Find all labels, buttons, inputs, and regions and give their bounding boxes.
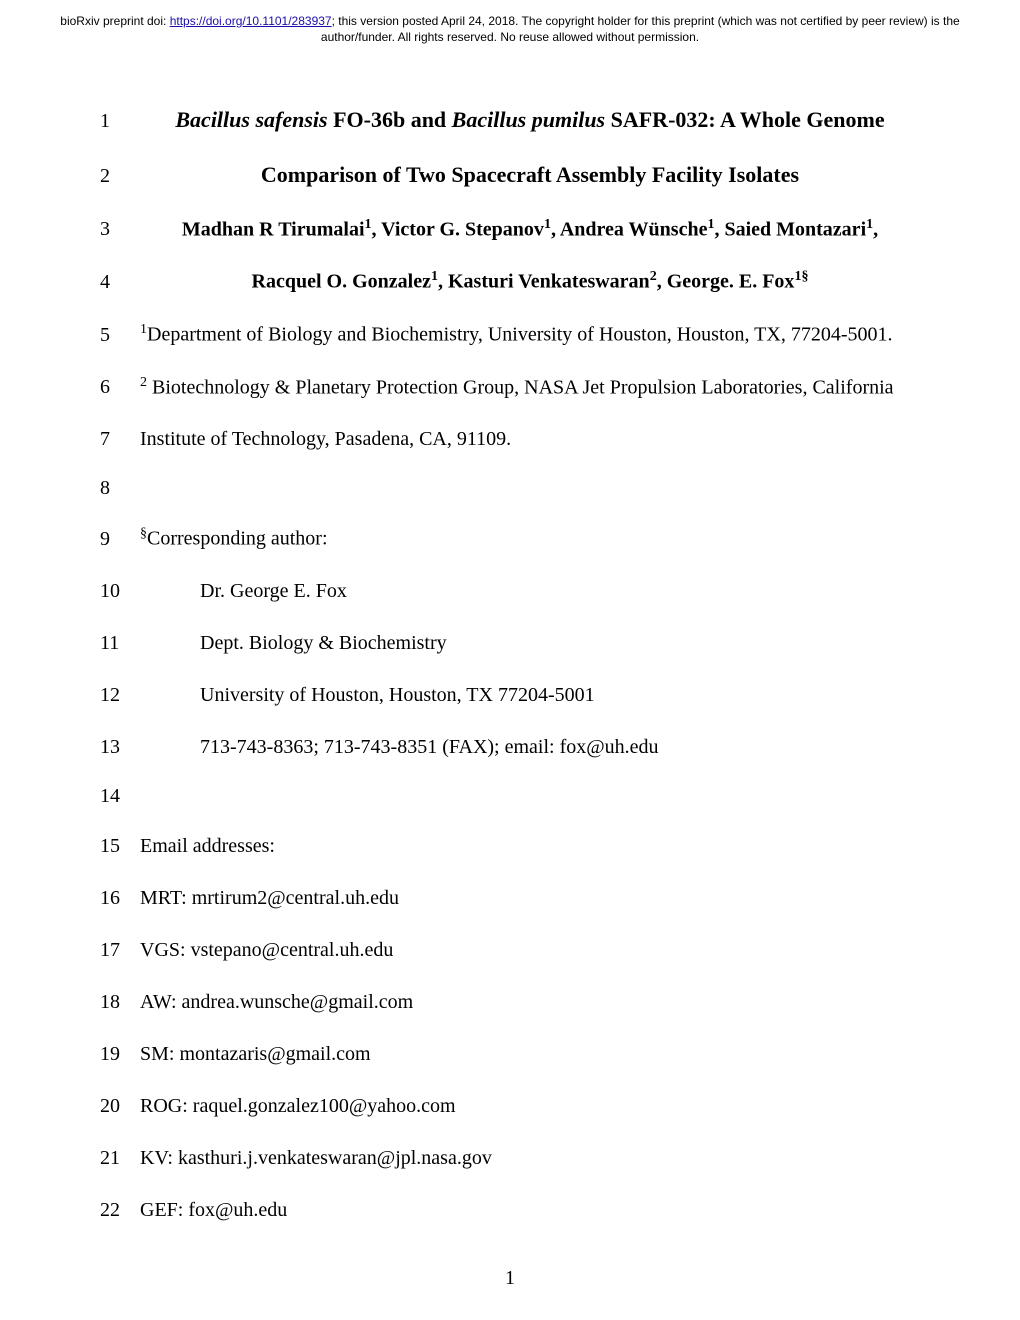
blank-line: 8 [100, 477, 920, 500]
line-number: 1 [100, 110, 140, 133]
doi-link[interactable]: https://doi.org/10.1101/283937 [170, 14, 332, 28]
contact-line: 12 University of Houston, Houston, TX 77… [100, 681, 920, 709]
affiliation-line: 6 2 Biotechnology & Planetary Protection… [100, 373, 920, 402]
line-number: 12 [100, 684, 140, 707]
email-line: 21 KV: kasthuri.j.venkateswaran@jpl.nasa… [100, 1144, 920, 1172]
line-number: 19 [100, 1043, 140, 1066]
email-line: 22 GEF: fox@uh.edu [100, 1196, 920, 1224]
email-text: GEF: fox@uh.edu [140, 1196, 920, 1224]
author-text: Madhan R Tirumalai1, Victor G. Stepanov1… [140, 215, 920, 244]
blank-line: 14 [100, 785, 920, 808]
title-line-1: 1 Bacillus safensis FO-36b and Bacillus … [100, 105, 920, 136]
corresponding-author-heading: 9 §Corresponding author: [100, 524, 920, 553]
line-number: 20 [100, 1095, 140, 1118]
line-number: 5 [100, 324, 140, 347]
line-number: 21 [100, 1147, 140, 1170]
email-line: 17 VGS: vstepano@central.uh.edu [100, 936, 920, 964]
line-number: 4 [100, 271, 140, 294]
line-number: 22 [100, 1199, 140, 1222]
preprint-notice: bioRxiv preprint doi: https://doi.org/10… [0, 0, 1020, 45]
affiliation-text: Institute of Technology, Pasadena, CA, 9… [140, 425, 920, 453]
preprint-prefix: bioRxiv preprint doi: [60, 14, 169, 28]
title-text: Comparison of Two Spacecraft Assembly Fa… [140, 160, 920, 191]
affiliation-text: 1Department of Biology and Biochemistry,… [140, 320, 920, 349]
affiliation-text: 2 Biotechnology & Planetary Protection G… [140, 373, 920, 402]
title-line-2: 2 Comparison of Two Spacecraft Assembly … [100, 160, 920, 191]
contact-text: 713-743-8363; 713-743-8351 (FAX); email:… [140, 733, 920, 761]
line-number: 13 [100, 736, 140, 759]
preprint-suffix: ; this version posted April 24, 2018. Th… [321, 14, 960, 44]
corresponding-text: §Corresponding author: [140, 524, 920, 553]
email-line: 20 ROG: raquel.gonzalez100@yahoo.com [100, 1092, 920, 1120]
line-number: 14 [100, 785, 140, 808]
contact-line: 11 Dept. Biology & Biochemistry [100, 629, 920, 657]
author-line-1: 3 Madhan R Tirumalai1, Victor G. Stepano… [100, 215, 920, 244]
manuscript-body: 1 Bacillus safensis FO-36b and Bacillus … [0, 45, 1020, 1224]
email-text: KV: kasthuri.j.venkateswaran@jpl.nasa.go… [140, 1144, 920, 1172]
contact-line: 13 713-743-8363; 713-743-8351 (FAX); ema… [100, 733, 920, 761]
contact-text: University of Houston, Houston, TX 77204… [140, 681, 920, 709]
author-line-2: 4 Racquel O. Gonzalez1, Kasturi Venkates… [100, 267, 920, 296]
line-number: 16 [100, 887, 140, 910]
line-number: 6 [100, 376, 140, 399]
line-number: 11 [100, 632, 140, 655]
line-number: 17 [100, 939, 140, 962]
email-line: 16 MRT: mrtirum2@central.uh.edu [100, 884, 920, 912]
page-number: 1 [0, 1267, 1020, 1290]
affiliation-line: 5 1Department of Biology and Biochemistr… [100, 320, 920, 349]
email-text: MRT: mrtirum2@central.uh.edu [140, 884, 920, 912]
email-heading-line: 15 Email addresses: [100, 832, 920, 860]
author-text: Racquel O. Gonzalez1, Kasturi Venkateswa… [140, 267, 920, 296]
email-text: VGS: vstepano@central.uh.edu [140, 936, 920, 964]
line-number: 3 [100, 218, 140, 241]
line-number: 10 [100, 580, 140, 603]
line-number: 9 [100, 528, 140, 551]
line-number: 15 [100, 835, 140, 858]
email-text: SM: montazaris@gmail.com [140, 1040, 920, 1068]
contact-line: 10 Dr. George E. Fox [100, 577, 920, 605]
email-line: 18 AW: andrea.wunsche@gmail.com [100, 988, 920, 1016]
email-heading-text: Email addresses: [140, 832, 920, 860]
contact-text: Dept. Biology & Biochemistry [140, 629, 920, 657]
email-line: 19 SM: montazaris@gmail.com [100, 1040, 920, 1068]
email-text: AW: andrea.wunsche@gmail.com [140, 988, 920, 1016]
line-number: 18 [100, 991, 140, 1014]
title-text: Bacillus safensis FO-36b and Bacillus pu… [140, 105, 920, 136]
line-number: 2 [100, 165, 140, 188]
affiliation-line: 7 Institute of Technology, Pasadena, CA,… [100, 425, 920, 453]
contact-text: Dr. George E. Fox [140, 577, 920, 605]
email-text: ROG: raquel.gonzalez100@yahoo.com [140, 1092, 920, 1120]
line-number: 8 [100, 477, 140, 500]
line-number: 7 [100, 428, 140, 451]
